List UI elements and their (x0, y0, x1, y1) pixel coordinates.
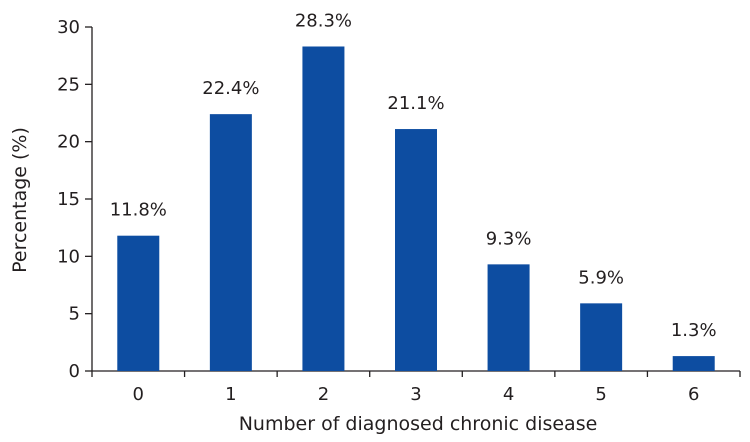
x-axis: 0 1 2 3 4 5 6 (91, 370, 741, 405)
x-tick-label: 5 (595, 384, 606, 405)
y-axis-label: Percentage (%) (9, 127, 31, 273)
data-label: 5.9% (578, 267, 624, 288)
data-label: 11.8% (110, 200, 167, 221)
bar (395, 129, 437, 371)
y-tick-label: 15 (57, 189, 80, 210)
y-tick-label: 0 (69, 361, 80, 382)
bar (117, 235, 160, 371)
y-tick-label: 30 (57, 17, 80, 38)
x-tick-label: 2 (318, 384, 329, 405)
data-label: 22.4% (202, 78, 259, 99)
data-label: 21.1% (387, 93, 444, 114)
data-label: 1.3% (671, 320, 717, 341)
bar (487, 264, 530, 371)
x-tick-label: 1 (225, 384, 236, 405)
bar (209, 114, 252, 371)
x-tick-label: 0 (133, 384, 144, 405)
bar (672, 356, 715, 371)
y-axis: 0 5 10 15 20 25 30 (57, 17, 93, 382)
bar (302, 46, 345, 371)
y-tick-label: 20 (57, 132, 80, 153)
x-tick-label: 3 (410, 384, 421, 405)
y-tick-label: 25 (57, 74, 80, 95)
y-tick-label: 5 (69, 304, 80, 325)
bar (580, 303, 623, 371)
x-tick-label: 4 (503, 384, 514, 405)
x-tick-label: 6 (688, 384, 699, 405)
data-label: 9.3% (486, 228, 532, 249)
data-labels: 11.8% 22.4% 28.3% 21.1% 9.3% 5.9% 1.3% (110, 10, 717, 341)
bars (117, 46, 715, 371)
x-axis-label: Number of diagnosed chronic disease (239, 413, 598, 435)
data-label: 28.3% (295, 10, 352, 31)
y-tick-label: 10 (57, 246, 80, 267)
